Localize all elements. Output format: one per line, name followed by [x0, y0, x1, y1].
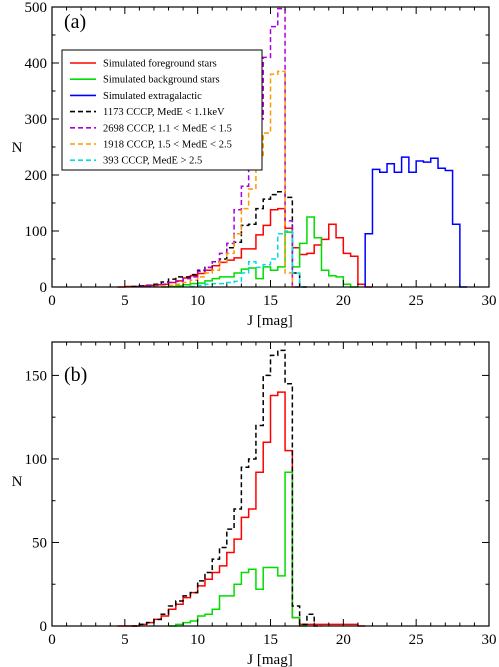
panel-a-series-6 — [189, 230, 307, 288]
panel-a-ytick-label: 400 — [25, 56, 48, 72]
panel-b-series-0 — [117, 391, 366, 627]
panel-b-xtick-label: 20 — [336, 632, 351, 648]
legend-entry: 1173 CCCP, MedE < 1.1keV — [103, 107, 225, 118]
legend-entry: 1918 CCCP, 1.5 < MedE < 2.5 — [103, 140, 232, 151]
panel-a-series — [117, 7, 468, 288]
panel-b-xtick-label: 5 — [121, 632, 129, 648]
panel-a-ytick-label: 300 — [25, 112, 48, 128]
panel-a-xtick-label: 25 — [409, 293, 424, 309]
panel-a-xtick-label: 20 — [336, 293, 351, 309]
panel-a-ytick-label: 500 — [25, 0, 48, 16]
panel-a-xtick-label: 10 — [190, 293, 205, 309]
legend-entry: Simulated background stars — [103, 75, 220, 86]
panel-a-series-3 — [131, 191, 307, 288]
panel-b-ytick-label: 50 — [32, 535, 47, 551]
panel-a-ylabel: N — [12, 140, 23, 156]
panel-a-ytick-label: 100 — [25, 224, 48, 240]
panel-b-xtick-label: 0 — [48, 632, 56, 648]
panel-a-xtick-label: 5 — [121, 293, 129, 309]
legend-entry: 2698 CCCP, 1.1 < MedE < 1.5 — [103, 123, 232, 134]
panel-a-ytick-label: 200 — [25, 168, 48, 184]
panel-b-ytick-label: 150 — [25, 368, 48, 384]
panel-b-xtick-label: 30 — [482, 632, 497, 648]
panel-b-xtick-label: 10 — [190, 632, 205, 648]
panel-a-series-5 — [153, 70, 300, 288]
panel-b-frame — [51, 341, 490, 627]
panel-a-series-2 — [364, 156, 468, 288]
panel-a-series-1 — [161, 216, 358, 288]
panel-a-ytick-label: 0 — [40, 280, 48, 296]
panel-a-xtick-label: 30 — [482, 293, 497, 309]
legend-entry: 393 CCCP, MedE > 2.5 — [103, 156, 202, 167]
panel-a-xtick-label: 0 — [48, 293, 56, 309]
panel-a-xlabel: J [mag] — [247, 313, 292, 329]
panel-b-ylabel: N — [12, 474, 23, 490]
panel-b-ytick-label: 100 — [25, 452, 48, 468]
panel-b-xlabel: J [mag] — [247, 652, 292, 667]
panel-a-legend: Simulated foreground stars Simulated back… — [61, 49, 263, 171]
panel-b: 0 5 10 15 20 25 30 0 50 100 150 (b) J [mag] N — [12, 341, 497, 667]
panel-b-ticks: 0 5 10 15 20 25 30 0 50 100 150 — [25, 342, 497, 648]
panel-a-xtick-label: 15 — [263, 293, 278, 309]
panel-b-ytick-label: 0 — [40, 619, 48, 635]
panel-b-series-2 — [132, 349, 322, 627]
panel-b-xtick-label: 15 — [263, 632, 278, 648]
legend-box — [61, 49, 263, 171]
legend-entry: Simulated extragalactic — [103, 91, 202, 102]
panel-b-series-1 — [168, 471, 307, 627]
legend-entry: Simulated foreground stars — [103, 59, 217, 70]
panel-a-label: (a) — [64, 11, 86, 33]
panel-b-xtick-label: 25 — [409, 632, 424, 648]
panel-b-series — [117, 349, 366, 627]
panel-b-label: (b) — [64, 364, 87, 386]
